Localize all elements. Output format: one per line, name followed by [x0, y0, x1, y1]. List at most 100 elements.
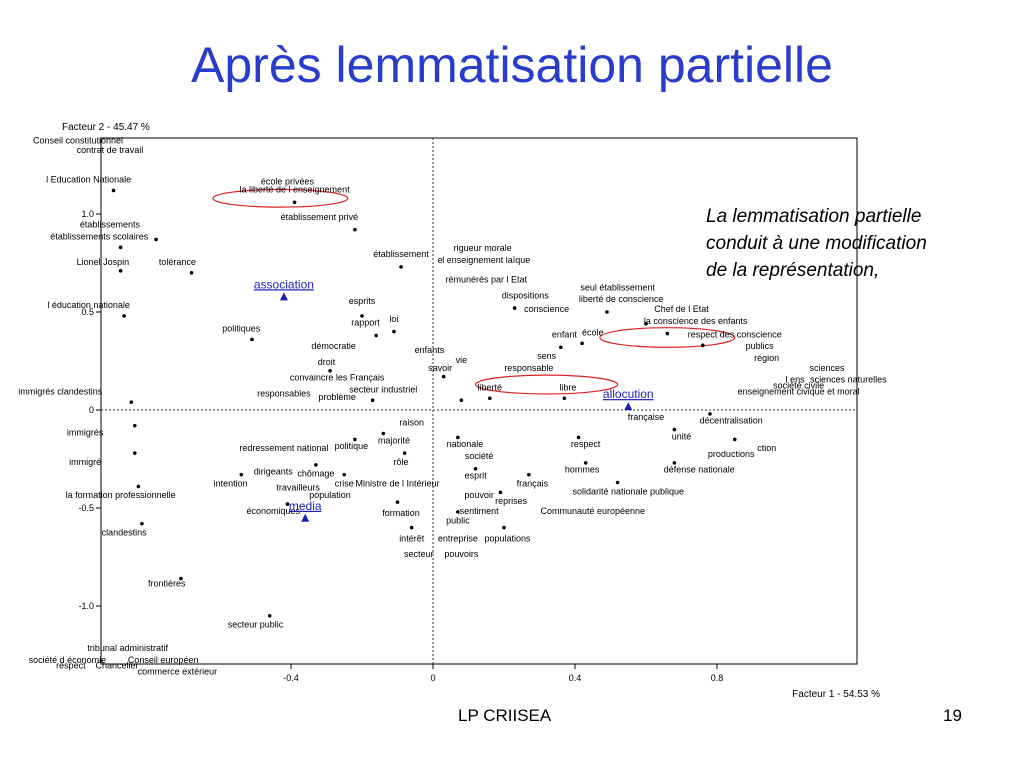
word-point — [527, 472, 531, 477]
word-point — [250, 337, 254, 342]
word-label: défense nationale — [664, 465, 735, 475]
variable-label: media — [289, 499, 322, 513]
word-point — [314, 463, 318, 467]
word-point — [402, 451, 407, 455]
word-label: rémunérés par l Etat — [445, 275, 527, 285]
word-label: libre — [559, 382, 576, 392]
word-point — [576, 435, 581, 440]
word-point — [732, 437, 737, 442]
word-point — [353, 437, 357, 442]
word-label: sens — [537, 351, 557, 361]
word-point — [133, 423, 137, 428]
word-point — [615, 480, 620, 485]
word-point — [140, 521, 144, 526]
word-label: problème — [318, 392, 356, 402]
variable-triangle-marker — [279, 292, 288, 301]
word-label: populations — [485, 533, 532, 543]
word-label: politique — [335, 441, 369, 451]
word-point — [441, 374, 446, 379]
word-label: loi — [389, 314, 398, 324]
word-label: population — [309, 490, 351, 500]
word-label: crise — [335, 478, 354, 488]
word-label: e — [438, 255, 443, 265]
page-number: 19 — [943, 706, 962, 725]
footer-source: LP CRIISEA — [458, 706, 552, 725]
word-point — [285, 502, 290, 506]
word-point — [559, 345, 563, 350]
word-label: productions — [708, 449, 755, 459]
variable-label: association — [254, 277, 314, 291]
word-point — [456, 435, 460, 440]
y-axis-label: Facteur 2 - 45.47 % — [62, 122, 150, 133]
word-point — [370, 398, 375, 403]
word-label: établissements — [80, 220, 141, 230]
commentary-line: La lemmatisation partielle — [706, 206, 922, 227]
word-point — [399, 265, 403, 269]
word-label: hommes — [565, 465, 600, 475]
word-point — [395, 500, 400, 504]
word-label: raison — [399, 418, 424, 428]
word-label: contrat de travail — [77, 145, 144, 155]
word-label: solidarité nationale publique — [572, 486, 684, 496]
word-label: école — [582, 328, 604, 338]
word-label: rapport — [351, 318, 380, 328]
word-point — [189, 271, 194, 275]
highlight-ellipse — [599, 327, 736, 348]
word-label: l éducation nationale — [47, 300, 130, 310]
word-label: société — [465, 451, 494, 461]
word-label: entreprise — [438, 533, 478, 543]
word-label: pouvoir — [464, 490, 494, 500]
word-point — [328, 369, 332, 373]
word-point — [409, 525, 414, 530]
word-label: liberté de conscience — [579, 294, 664, 304]
variable-triangle-marker — [624, 402, 633, 411]
word-label: la conscience des enfants — [644, 316, 748, 326]
word-label: travailleurs — [276, 482, 320, 492]
word-label: respect — [571, 439, 601, 449]
word-label: société civile — [773, 380, 824, 390]
word-point — [583, 461, 588, 465]
variable-label: allocution — [603, 387, 654, 401]
word-label: enseignement civique et moral — [738, 386, 860, 396]
word-label: française — [628, 412, 665, 422]
word-label: intention — [214, 478, 248, 488]
word-label: esprits — [349, 296, 376, 306]
word-label: majorité — [378, 435, 410, 445]
word-label: esprit — [465, 471, 488, 481]
word-point — [708, 412, 712, 416]
word-point — [562, 396, 567, 401]
word-point — [122, 314, 126, 318]
x-axis-label: Facteur 1 - 54.53 % — [792, 689, 880, 700]
word-label: public — [446, 516, 470, 526]
word-point — [154, 237, 158, 242]
word-label: formation — [382, 508, 420, 518]
word-label: enfants — [415, 345, 445, 355]
word-label: immigré — [69, 457, 101, 467]
variable-triangle-marker — [301, 513, 310, 522]
word-label: conscience — [524, 304, 569, 314]
word-label: publics — [746, 341, 775, 351]
highlight-ellipse — [474, 374, 619, 395]
word-label: unité — [672, 431, 692, 441]
word-point — [267, 614, 272, 618]
y-tick-label: 0.5 — [81, 307, 94, 317]
word-label: intérêt — [399, 533, 425, 543]
word-label: l ens — [786, 375, 806, 385]
word-label: école privées — [261, 177, 315, 187]
word-point — [459, 398, 464, 403]
word-label: l enseignement laïque — [442, 255, 530, 265]
word-point — [473, 467, 478, 471]
word-label: la liberté de l enseignement — [240, 184, 351, 194]
y-tick-label: -1.0 — [78, 601, 94, 611]
word-label: politiques — [222, 324, 261, 334]
word-label: la formation professionnelle — [66, 490, 176, 500]
x-tick-label: 0 — [430, 673, 435, 683]
word-point — [498, 490, 503, 495]
word-label: respect — [56, 661, 86, 671]
word-point — [580, 341, 584, 346]
word-label: droit — [318, 357, 336, 367]
word-label: français — [517, 478, 549, 488]
word-point — [512, 306, 517, 310]
word-point — [292, 200, 297, 205]
